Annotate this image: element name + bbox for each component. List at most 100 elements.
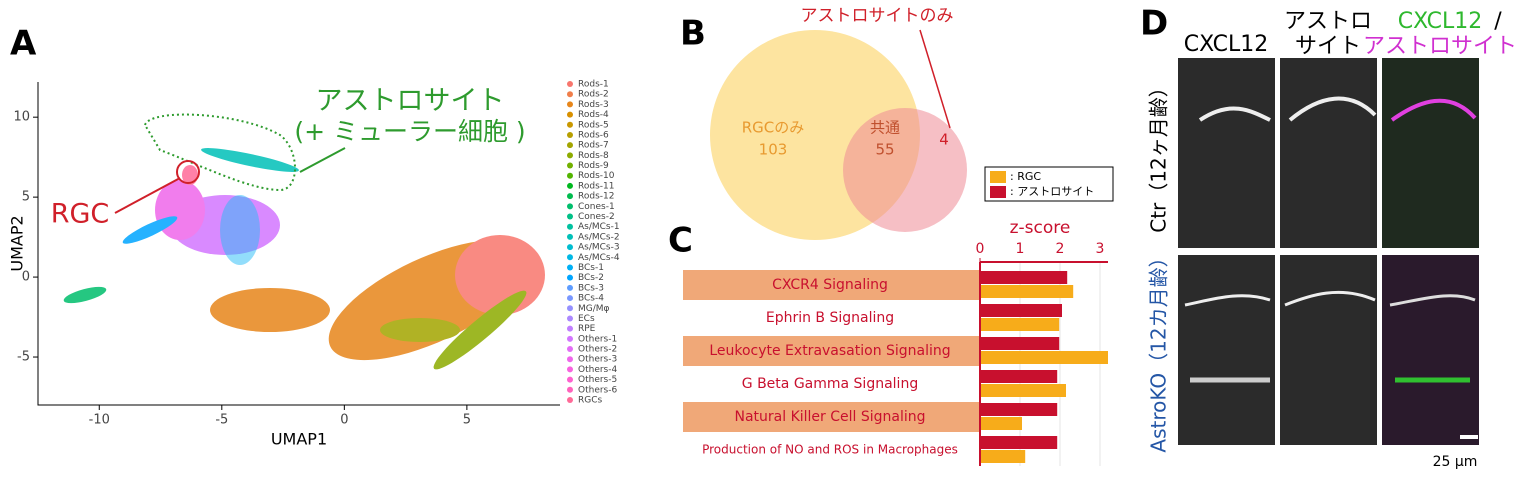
x-tick-label: 3 (1096, 241, 1105, 257)
legend-label: Rods-3 (578, 100, 609, 110)
legend-swatch (567, 325, 573, 332)
legend-swatch (567, 346, 573, 353)
x-tick-label: 2 (1056, 241, 1065, 257)
legend-swatch (567, 305, 573, 312)
legend-label: Rods-4 (578, 110, 609, 120)
venn-circle (843, 108, 967, 232)
legend-label: ECs (578, 314, 595, 324)
x-tick-label: -10 (89, 413, 110, 428)
legend-box (984, 166, 1114, 202)
legend-label: Others-3 (578, 355, 617, 365)
x-tick-label: 5 (463, 413, 471, 428)
legend-swatch (567, 295, 573, 302)
bar (980, 450, 1026, 463)
legend-swatch (567, 274, 573, 281)
legend-label: BCs-4 (578, 294, 604, 304)
cluster-clouds (63, 148, 545, 370)
legend-label: Rods-8 (578, 151, 609, 161)
legend-swatch (567, 233, 573, 240)
legend-swatch (567, 213, 573, 220)
legend-swatch (567, 182, 573, 189)
scale-label: 25 μm (1433, 454, 1478, 470)
legend-swatch (567, 152, 573, 159)
venn-label: RGCのみ (742, 119, 805, 137)
legend-swatch (567, 111, 573, 118)
bar (980, 384, 1066, 397)
legend-label: Others-6 (578, 385, 617, 395)
legend-label: : RGC (1010, 170, 1041, 183)
legend-swatch (567, 131, 573, 138)
legend-label: Cones-2 (578, 212, 615, 222)
legend-swatch (567, 101, 573, 108)
legend-label: BCs-1 (578, 263, 604, 273)
category-band (683, 402, 979, 432)
legend-swatch (567, 254, 573, 261)
legend-swatch (567, 386, 573, 393)
legend-swatch (567, 142, 573, 149)
legend-swatch (567, 376, 573, 383)
bar (980, 337, 1060, 350)
legend-label: Rods-2 (578, 90, 609, 100)
legend-swatch (990, 186, 1006, 198)
legend-swatch (567, 162, 573, 169)
legend-swatch (567, 172, 573, 179)
x-axis-label: z-score (1010, 218, 1071, 238)
row-label: Ctr（12ヶ月齢） (1147, 77, 1171, 232)
category-label: Production of NO and ROS in Macrophages (702, 443, 958, 457)
x-tick-label: 1 (1016, 241, 1025, 257)
x-axis-label: UMAP1 (271, 430, 327, 449)
legend-label: : アストロサイト (1010, 185, 1094, 198)
x-tick-label: 0 (976, 241, 985, 257)
astro-outline (143, 113, 296, 192)
legend-label: Others-2 (578, 345, 617, 355)
bar (980, 403, 1058, 416)
column-label: / (1494, 9, 1502, 34)
venn-label: 共通 (870, 119, 900, 137)
legend-label: Rods-12 (578, 192, 614, 202)
venn-count: 103 (759, 141, 788, 159)
bar (980, 351, 1108, 364)
legend-swatch (567, 284, 573, 291)
legend-label: As/MCs-1 (578, 222, 620, 232)
category-label: G Beta Gamma Signaling (742, 376, 918, 392)
venn-count: 55 (875, 141, 894, 159)
pointer (299, 147, 346, 173)
legend-swatch (567, 193, 573, 200)
column-label: アストロ (1284, 9, 1372, 34)
category-band (683, 270, 979, 300)
legend-label: Rods-7 (578, 141, 609, 151)
legend-label: Rods-9 (578, 161, 609, 171)
bar (980, 271, 1068, 284)
legend-label: Rods-6 (578, 130, 609, 140)
panel-label: D (1140, 4, 1168, 44)
y-tick-label: 5 (22, 190, 30, 205)
micrographs (1178, 58, 1479, 445)
legend-label: BCs-3 (578, 283, 604, 293)
category-label: Ephrin B Signaling (766, 310, 894, 326)
bar (980, 436, 1058, 449)
legend-swatch (567, 315, 573, 322)
bar (980, 417, 1022, 430)
legend-swatch (567, 335, 573, 342)
category-label: CXCR4 Signaling (772, 277, 888, 293)
y-tick-label: 0 (22, 270, 30, 285)
row-label: AstroKO（12カ月齢） (1147, 247, 1171, 452)
column-label: アストロサイト (1363, 34, 1517, 59)
legend-swatch (567, 356, 573, 363)
panel-label: B (680, 14, 706, 54)
legend-label: Cones-1 (578, 202, 615, 212)
legend-swatch (567, 244, 573, 251)
bar (980, 318, 1060, 331)
venn-count: 4 (939, 131, 949, 149)
y-axis-label: UMAP2 (8, 215, 27, 271)
bar (980, 370, 1058, 383)
legend-swatch (567, 81, 573, 87)
x-tick-label: -5 (215, 413, 228, 428)
legend-swatch (567, 366, 573, 373)
panel-label: C (668, 221, 693, 261)
column-label: CXCL12 (1184, 32, 1268, 57)
legend-label: Others-1 (578, 334, 617, 344)
legend-swatch (567, 91, 573, 98)
axis (37, 82, 560, 406)
